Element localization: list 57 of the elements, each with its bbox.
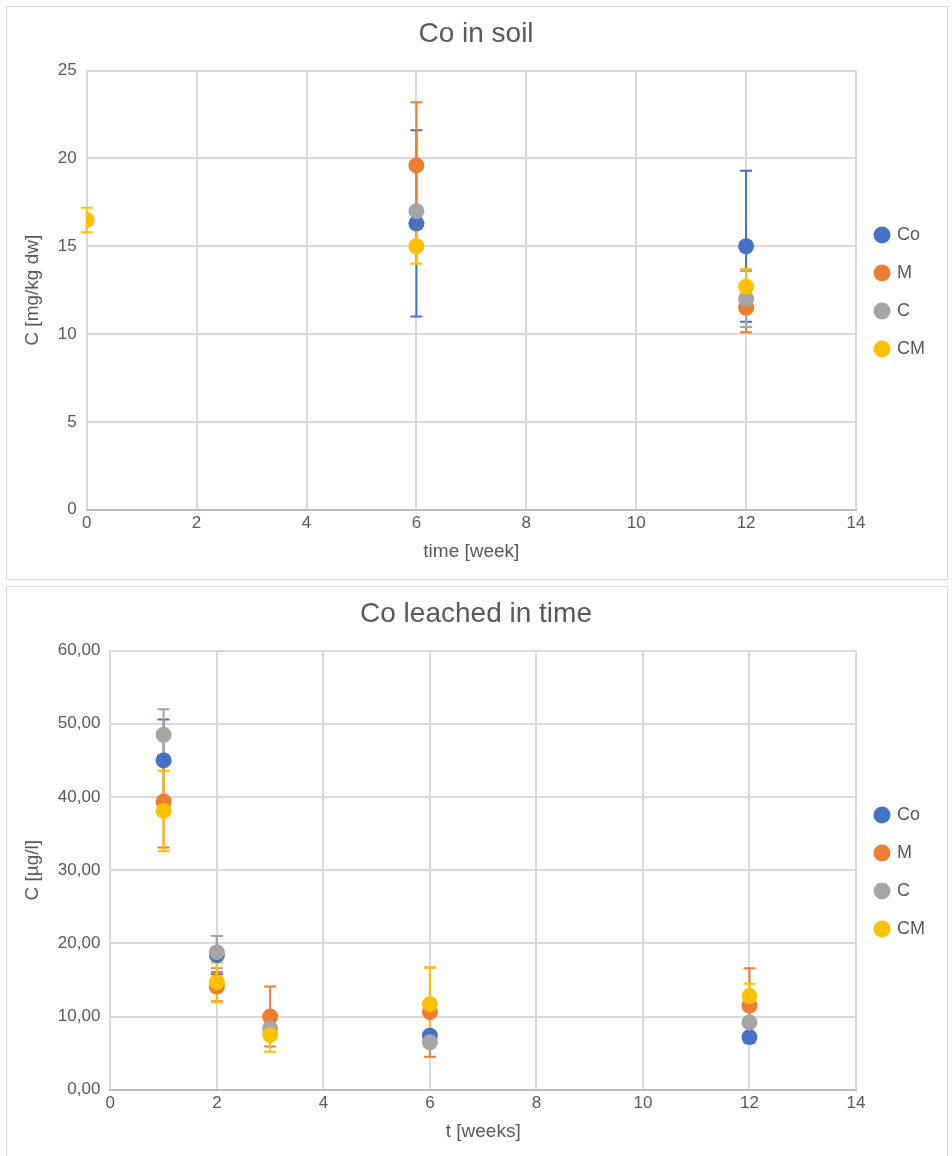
y-tick-label: 30,00 bbox=[57, 859, 101, 879]
x-tick-label: 4 bbox=[301, 512, 312, 532]
x-tick-label: 12 bbox=[736, 512, 756, 532]
x-tick-label: 14 bbox=[846, 1092, 866, 1112]
x-axis-title: t [weeks] bbox=[445, 1119, 521, 1141]
x-tick-label: 4 bbox=[318, 1092, 329, 1112]
point bbox=[741, 988, 758, 1005]
point bbox=[155, 802, 172, 819]
x-axis-title: time [week] bbox=[423, 539, 520, 561]
point bbox=[421, 996, 438, 1013]
x-tick-label: 12 bbox=[740, 1092, 759, 1112]
y-tick-label: 5 bbox=[67, 411, 77, 431]
legend-label: C bbox=[897, 879, 911, 900]
x-tick-label: 8 bbox=[531, 1092, 542, 1112]
y-tick-label: 40,00 bbox=[57, 786, 101, 806]
y-tick-label: 10,00 bbox=[57, 1006, 101, 1026]
point bbox=[408, 203, 425, 220]
legend-label: Co bbox=[897, 223, 921, 244]
legend-label: M bbox=[897, 841, 913, 862]
chart-title: Co in soil bbox=[418, 16, 534, 48]
y-tick-label: 25 bbox=[57, 60, 77, 80]
x-tick-label: 6 bbox=[425, 1092, 435, 1112]
chart-title: Co leached in time bbox=[360, 596, 592, 628]
point bbox=[262, 1026, 279, 1043]
legend-label: CM bbox=[897, 337, 926, 358]
point bbox=[155, 752, 172, 769]
y-tick-label: 20 bbox=[57, 148, 77, 168]
point bbox=[208, 974, 225, 991]
y-tick-label: 60,00 bbox=[57, 640, 101, 660]
legend-label: C bbox=[897, 299, 911, 320]
x-tick-label: 0 bbox=[105, 1092, 116, 1112]
y-tick-label: 15 bbox=[57, 235, 77, 255]
x-tick-label: 10 bbox=[626, 512, 646, 532]
x-tick-label: 10 bbox=[633, 1092, 653, 1112]
y-tick-label: 0,00 bbox=[67, 1079, 101, 1099]
y-tick-label: 0 bbox=[67, 499, 77, 519]
point bbox=[408, 238, 425, 255]
point bbox=[155, 726, 172, 743]
y-axis-title: C [mg/kg dw] bbox=[20, 234, 42, 346]
y-tick-label: 10 bbox=[57, 323, 77, 343]
x-tick-label: 6 bbox=[411, 512, 422, 532]
y-tick-label: 50,00 bbox=[57, 713, 101, 733]
y-axis-title: C [µg/l] bbox=[20, 839, 42, 901]
point bbox=[741, 1014, 758, 1031]
y-tick-label: 20,00 bbox=[57, 933, 101, 953]
x-tick-label: 2 bbox=[212, 1092, 222, 1112]
point bbox=[421, 1034, 438, 1051]
legend-label: Co bbox=[897, 803, 921, 824]
point bbox=[738, 278, 755, 295]
point bbox=[408, 157, 425, 174]
x-tick-label: 14 bbox=[846, 512, 866, 532]
x-tick-label: 8 bbox=[521, 512, 532, 532]
legend-label: CM bbox=[897, 917, 926, 938]
point bbox=[741, 1029, 758, 1046]
x-tick-label: 2 bbox=[191, 512, 202, 532]
legend-label: M bbox=[897, 261, 913, 282]
point bbox=[738, 238, 755, 255]
